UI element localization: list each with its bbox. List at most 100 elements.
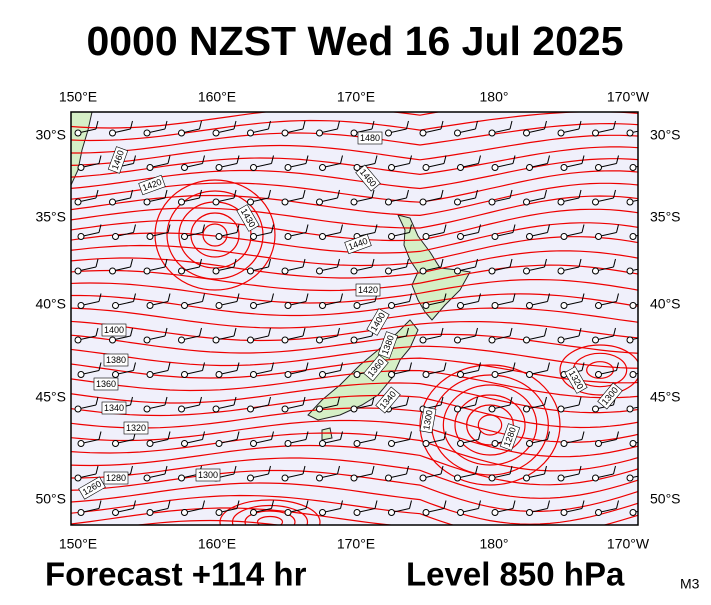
lat-label-left: 45°S [35, 389, 66, 405]
barb-station [526, 509, 533, 516]
lat-label-right: 40°S [650, 296, 681, 312]
contour-line [71, 264, 638, 292]
barb-flag [443, 293, 447, 302]
barb-station [284, 371, 292, 378]
barb-station [419, 129, 427, 137]
barb-flag [440, 396, 444, 406]
barb-station [457, 440, 464, 447]
barb-flag [648, 259, 650, 267]
barb-station [560, 440, 568, 447]
barb-flag [509, 396, 513, 406]
barb-flag [202, 224, 205, 233]
contour-ring [477, 414, 503, 436]
contour-label: 1300 [195, 468, 221, 482]
barb-station [388, 440, 395, 447]
contour-line [71, 320, 638, 342]
barb-flag [616, 362, 619, 371]
barb-station [319, 164, 326, 171]
barb-flag [581, 224, 585, 233]
contour-label-text: 1360 [96, 379, 116, 389]
barb-station [112, 509, 119, 516]
contour-label-box [355, 283, 381, 297]
barb-flag [305, 362, 309, 371]
barb-flag [616, 293, 619, 302]
barb-flag [475, 465, 478, 475]
wind-barbs [74, 120, 653, 516]
barb-flag [544, 327, 547, 337]
barb-flag [95, 120, 99, 130]
contour-ring [231, 504, 309, 525]
barb-flag [271, 431, 274, 440]
barb-flag [475, 189, 478, 199]
contour-line [71, 279, 638, 304]
contour-line [71, 112, 442, 129]
barb-flag [478, 293, 481, 302]
contour-line [71, 236, 638, 267]
contour-label: 1360 [93, 377, 119, 391]
barb-flag [233, 396, 237, 406]
barb-flag [544, 189, 547, 199]
barb-flag [164, 258, 168, 268]
barb-flag [547, 293, 550, 302]
barb-flag [130, 327, 133, 337]
barb-flag [340, 224, 343, 233]
barb-flag [443, 362, 447, 371]
barb-station [526, 164, 533, 171]
barb-station [422, 509, 430, 516]
map-frame [70, 111, 639, 526]
barb-flag [544, 258, 547, 268]
contour-line [71, 357, 638, 384]
barb-flag [236, 224, 240, 233]
barb-station [319, 371, 326, 378]
barb-flag [581, 362, 585, 371]
barb-station [595, 302, 602, 309]
contour-line [71, 457, 638, 499]
barb-station [181, 509, 188, 516]
barb-station [77, 509, 85, 516]
barb-flag [512, 224, 516, 233]
contour-ring [466, 404, 514, 446]
barb-flag [371, 120, 375, 130]
barb-station [560, 509, 568, 516]
barb-flag [443, 500, 447, 509]
barb-station [74, 267, 82, 275]
barb-flag [133, 224, 136, 233]
barb-station [491, 509, 499, 516]
barb-station [316, 336, 323, 344]
barb-station [146, 164, 154, 171]
barb-flag [581, 500, 585, 509]
barb-station [454, 198, 461, 206]
barb-flag [651, 363, 653, 371]
contour-ring [454, 394, 526, 456]
barb-flag [578, 258, 582, 268]
barb-station [284, 233, 292, 240]
barb-station [178, 336, 185, 344]
barb-station [388, 164, 395, 171]
barb-station [74, 198, 82, 206]
barb-station [143, 198, 151, 206]
barb-flag [578, 189, 582, 199]
contour-ring [559, 344, 638, 396]
barb-station [557, 129, 565, 137]
barb-station [77, 233, 85, 240]
barb-flag [651, 225, 653, 233]
barb-station [626, 474, 634, 482]
barb-station [629, 371, 637, 378]
barb-station [77, 440, 85, 447]
barb-flag [509, 327, 513, 337]
contour-line [71, 444, 638, 486]
contour-label-text: 1320 [126, 423, 146, 433]
barb-flag [578, 396, 582, 406]
barb-station [146, 302, 154, 309]
contour-label: 1280 [499, 423, 521, 451]
contour-label-box [123, 421, 149, 435]
barb-flag [371, 189, 375, 199]
barb-flag [133, 155, 136, 164]
barb-station [178, 198, 185, 206]
barb-flag [406, 189, 409, 199]
barb-station [350, 267, 358, 275]
barb-station [419, 267, 427, 275]
barb-station [557, 198, 565, 206]
barb-station [353, 440, 361, 447]
